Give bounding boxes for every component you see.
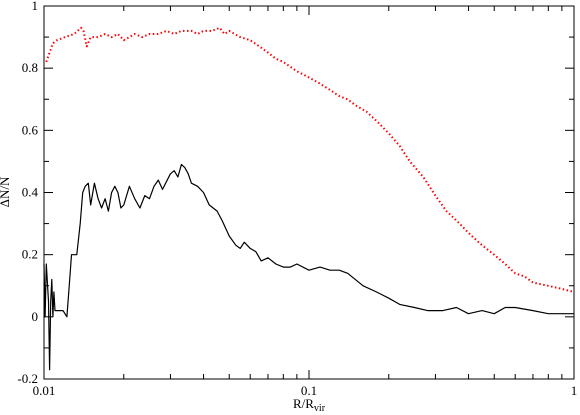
series-layer xyxy=(43,26,575,371)
x-axis-label-sub: vir xyxy=(314,403,326,414)
black-solid-series xyxy=(43,163,574,371)
y-tick-label: 0.6 xyxy=(22,122,39,137)
y-tick-label: -0.2 xyxy=(17,371,38,386)
y-tick-label: 0 xyxy=(32,309,39,324)
y-tick-label: 1 xyxy=(32,0,39,13)
x-tick-label: 1 xyxy=(571,383,578,398)
plot-frame xyxy=(43,5,575,380)
red-dotted-series xyxy=(45,26,575,293)
y-tick-label: 0.4 xyxy=(22,185,39,200)
x-axis-label: R/Rvir xyxy=(293,396,326,414)
y-tick-label: 0.2 xyxy=(22,247,38,262)
x-tick-label: 0.1 xyxy=(301,383,317,398)
y-axis-label: ΔN/N xyxy=(0,176,12,207)
x-axis-label-main: R/R xyxy=(293,396,314,411)
ticks-layer: -0.2 0 0.2 0.4 0.6 0.8 1 0.01 0.1 1 xyxy=(17,0,577,398)
y-tick-label: 0.8 xyxy=(22,60,38,75)
x-tick-label: 0.01 xyxy=(33,383,56,398)
